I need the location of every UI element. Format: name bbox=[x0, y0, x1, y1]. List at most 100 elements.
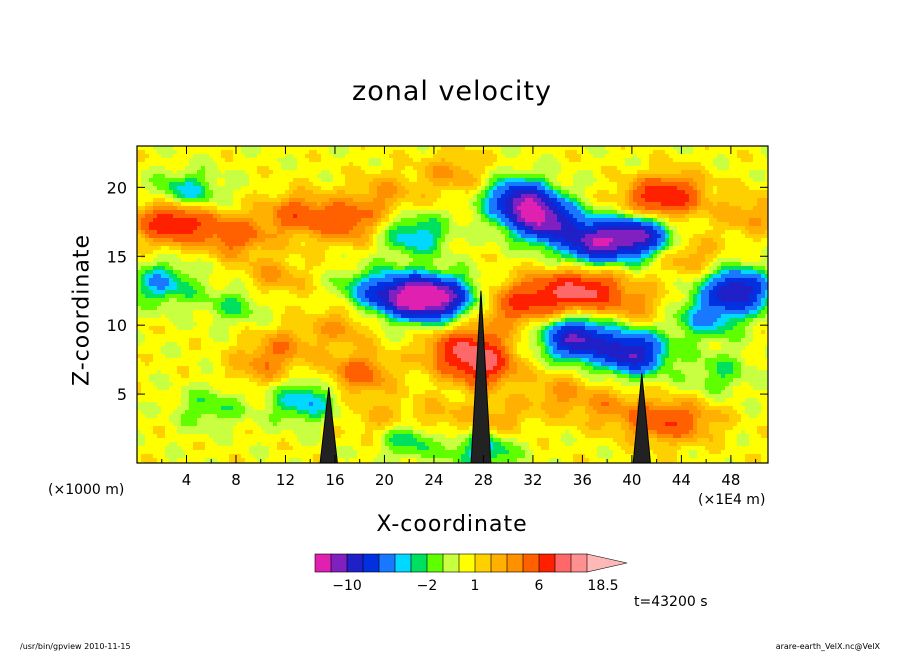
field-cell bbox=[357, 178, 362, 183]
field-cell bbox=[549, 230, 554, 235]
field-cell bbox=[229, 270, 234, 275]
field-cell bbox=[577, 154, 582, 159]
field-cell bbox=[381, 230, 386, 235]
field-cell bbox=[469, 194, 474, 199]
field-cell bbox=[761, 262, 766, 267]
field-cell bbox=[733, 186, 738, 191]
field-cell bbox=[217, 258, 222, 263]
field-cell bbox=[205, 210, 210, 215]
field-cell bbox=[229, 170, 234, 175]
field-cell bbox=[605, 150, 610, 155]
field-cell bbox=[309, 166, 314, 171]
field-cell bbox=[401, 250, 406, 255]
field-cell bbox=[377, 198, 382, 203]
field-cell bbox=[717, 214, 722, 219]
field-cell bbox=[401, 238, 406, 243]
field-cell bbox=[697, 230, 702, 235]
field-cell bbox=[405, 174, 410, 179]
field-cell bbox=[289, 230, 294, 235]
field-cell bbox=[577, 206, 582, 211]
field-cell bbox=[181, 234, 186, 239]
field-cell bbox=[185, 174, 190, 179]
field-cell bbox=[185, 178, 190, 183]
field-cell bbox=[469, 262, 474, 267]
field-cell bbox=[637, 210, 642, 215]
field-cell bbox=[441, 270, 446, 275]
field-cell bbox=[613, 206, 618, 211]
field-cell bbox=[281, 154, 286, 159]
field-cell bbox=[597, 242, 602, 247]
field-cell bbox=[441, 182, 446, 187]
field-cell bbox=[245, 154, 250, 159]
field-cell bbox=[137, 262, 142, 267]
field-cell bbox=[333, 154, 338, 159]
field-cell bbox=[309, 206, 314, 211]
field-cell bbox=[193, 234, 198, 239]
field-cell bbox=[221, 250, 226, 255]
field-cell bbox=[481, 226, 486, 231]
field-cell bbox=[413, 266, 418, 271]
field-cell bbox=[721, 246, 726, 251]
field-cell bbox=[157, 178, 162, 183]
field-cell bbox=[269, 254, 274, 259]
field-cell bbox=[365, 210, 370, 215]
field-cell bbox=[461, 246, 466, 251]
field-cell bbox=[729, 210, 734, 215]
field-cell bbox=[265, 146, 270, 151]
field-cell bbox=[389, 262, 394, 267]
field-cell bbox=[393, 226, 398, 231]
field-cell bbox=[701, 182, 706, 187]
field-cell bbox=[221, 182, 226, 187]
field-cell bbox=[389, 226, 394, 231]
field-cell bbox=[269, 186, 274, 191]
field-cell bbox=[625, 234, 630, 239]
field-cell bbox=[585, 238, 590, 243]
field-cell bbox=[269, 174, 274, 179]
field-cell bbox=[353, 246, 358, 251]
field-cell bbox=[685, 226, 690, 231]
field-cell bbox=[193, 162, 198, 167]
field-cell bbox=[413, 214, 418, 219]
field-cell bbox=[665, 158, 670, 163]
field-cell bbox=[709, 218, 714, 223]
field-cell bbox=[433, 170, 438, 175]
field-cell bbox=[609, 226, 614, 231]
field-cell bbox=[173, 270, 178, 275]
field-cell bbox=[285, 258, 290, 263]
field-cell bbox=[481, 202, 486, 207]
field-cell bbox=[137, 266, 142, 271]
field-cell bbox=[141, 262, 146, 267]
field-cell bbox=[385, 270, 390, 275]
field-cell bbox=[373, 234, 378, 239]
field-cell bbox=[697, 186, 702, 191]
field-cell bbox=[521, 226, 526, 231]
field-cell bbox=[597, 162, 602, 167]
field-cell bbox=[245, 194, 250, 199]
field-cell bbox=[421, 166, 426, 171]
field-cell bbox=[241, 246, 246, 251]
field-cell bbox=[733, 230, 738, 235]
field-cell bbox=[765, 174, 769, 179]
field-cell bbox=[477, 222, 482, 227]
field-cell bbox=[585, 210, 590, 215]
field-cell bbox=[537, 242, 542, 247]
field-cell bbox=[265, 190, 270, 195]
field-cell bbox=[565, 266, 570, 271]
field-cell bbox=[277, 146, 282, 151]
field-cell bbox=[737, 174, 742, 179]
field-cell bbox=[725, 206, 730, 211]
field-cell bbox=[657, 266, 662, 271]
field-cell bbox=[181, 246, 186, 251]
field-cell bbox=[325, 222, 330, 227]
field-cell bbox=[377, 270, 382, 275]
field-cell bbox=[737, 178, 742, 183]
field-cell bbox=[457, 202, 462, 207]
field-cell bbox=[553, 146, 558, 151]
field-cell bbox=[505, 194, 510, 199]
field-cell bbox=[577, 242, 582, 247]
field-cell bbox=[661, 258, 666, 263]
field-cell bbox=[293, 234, 298, 239]
field-cell bbox=[537, 222, 542, 227]
field-cell bbox=[165, 182, 170, 187]
field-cell bbox=[429, 170, 434, 175]
